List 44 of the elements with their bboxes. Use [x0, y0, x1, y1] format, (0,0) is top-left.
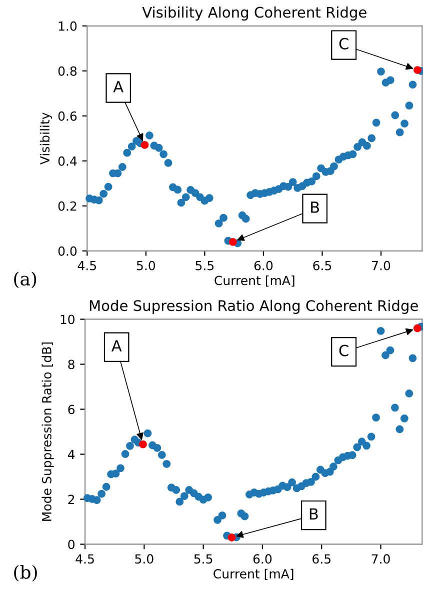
- y-tick-label: 6: [68, 404, 75, 414]
- x-tick-label: 4.5: [76, 554, 94, 564]
- y-tick-label: 4: [68, 450, 75, 459]
- y-tick-label: 2: [68, 494, 74, 504]
- point: [414, 66, 422, 74]
- x-tick-label: 5.5: [196, 261, 214, 270]
- annotation: A: [111, 340, 122, 352]
- point: [140, 140, 149, 149]
- y-tick-label: 10: [60, 314, 74, 324]
- x-axis-title: Current [mA]: [214, 568, 294, 580]
- point: [228, 238, 237, 246]
- annotation: B: [310, 508, 318, 520]
- point: [139, 440, 147, 448]
- y-tick-label: 0.8: [58, 66, 77, 76]
- x-tick-label: 6.0: [253, 554, 272, 564]
- x-tick-label: 6.5: [312, 554, 330, 564]
- text: (b): [14, 564, 37, 582]
- x-tick-label: 4.5: [78, 261, 96, 270]
- annotation: B: [311, 202, 320, 213]
- y-tick-label: 0.6: [58, 111, 77, 121]
- x-tick-label: 6.5: [313, 260, 332, 270]
- y-tick-label: 8: [68, 360, 74, 370]
- chart-title: Visibility Along Coherent Ridge: [142, 6, 366, 21]
- x-axis-title: Current [mA]: [214, 276, 294, 287]
- x-tick-label: 5.0: [136, 260, 156, 270]
- x-tick-label: 7.0: [372, 554, 390, 564]
- text: (a): [14, 272, 36, 288]
- chart-title: Mode Supression Ratio Along Coherent Ridge: [90, 300, 418, 314]
- y-tick-label: 1.0: [58, 21, 77, 31]
- point: [228, 534, 236, 542]
- y-axis-title: Visibility: [40, 112, 52, 165]
- x-tick-label: 5.0: [135, 554, 154, 564]
- x-tick-label: 7.0: [372, 260, 390, 270]
- y-tick-label: 0.0: [58, 246, 77, 256]
- x-tick-label: 6.0: [254, 260, 273, 270]
- x-tick-label: 5.5: [194, 554, 212, 564]
- annotation: A: [113, 81, 124, 92]
- y-axis-title: Mode Suppression Ratio [dB]: [42, 342, 54, 521]
- y-tick-label: 0.4: [58, 156, 77, 166]
- y-tick-label: 0.2: [58, 201, 76, 211]
- annotation: C: [339, 344, 348, 356]
- y-tick-label: 0: [68, 540, 74, 550]
- annotation: C: [339, 38, 348, 50]
- point: [413, 324, 422, 332]
